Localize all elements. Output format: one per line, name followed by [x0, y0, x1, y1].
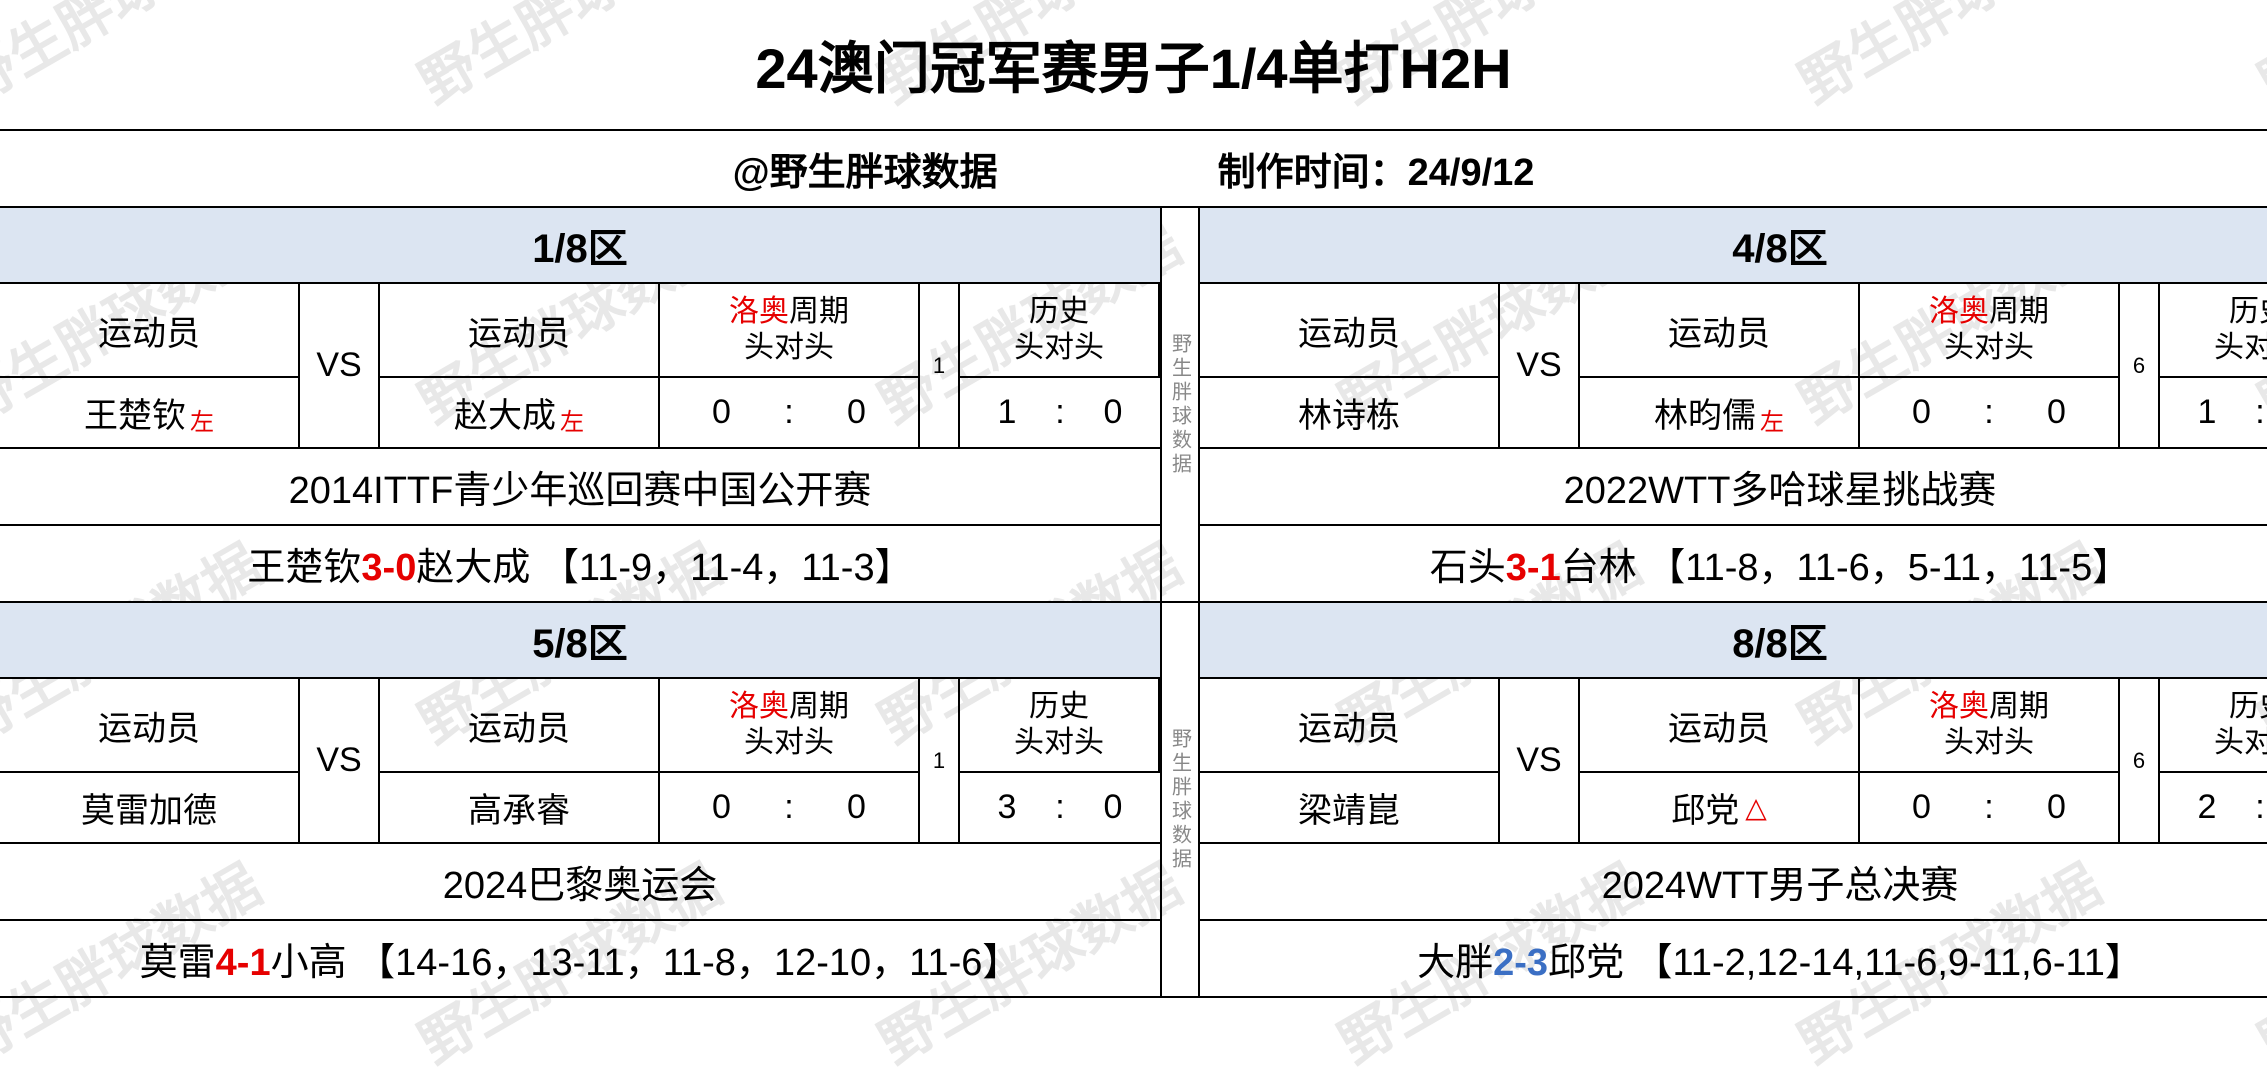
match-result: 石头3-1台林 【11-8，11-6，5-11，11-5】 [1200, 526, 2267, 601]
period-note: 6 [2120, 284, 2160, 449]
col-history-h2h-header: 历史头对头 [2160, 284, 2267, 378]
vs-label: VS [300, 284, 380, 449]
col-player1-header: 运动员 [0, 679, 300, 773]
history-h2h-score: 1:0 [2160, 378, 2267, 449]
meta-row: @野生胖球数据 制作时间：24/9/12 [0, 131, 2267, 208]
col-history-h2h-header: 历史头对头 [960, 679, 1160, 773]
match-result: 莫雷4-1小高 【14-16，13-11，11-8，12-10，11-6】 [0, 921, 1160, 996]
event-name: 2024WTT男子总决赛 [1200, 844, 2267, 921]
period-h2h-score: 0:0 [660, 378, 920, 449]
period-h2h-score: 0:0 [660, 773, 920, 844]
vs-label: VS [300, 679, 380, 844]
history-h2h-score: 3:0 [960, 773, 1160, 844]
event-name: 2022WTT多哈球星挑战赛 [1200, 449, 2267, 526]
col-player1-header: 运动员 [0, 284, 300, 378]
creation-date: 制作时间：24/9/12 [1218, 141, 1535, 196]
section: 1/8区 运动员 VS 运动员 洛奥周期头对头 1 历史头对头 王楚钦左 赵大成… [0, 208, 1160, 603]
period-h2h-score: 0:0 [1860, 378, 2120, 449]
col-history-h2h-header: 历史头对头 [960, 284, 1160, 378]
player2-name: 赵大成左 [380, 378, 660, 449]
col-player2-header: 运动员 [380, 284, 660, 378]
col-player2-header: 运动员 [1580, 679, 1860, 773]
vs-label: VS [1500, 679, 1580, 844]
center-vertical-label: 野生胖球数据 [1160, 603, 1200, 998]
period-note: 1 [920, 284, 960, 449]
zone-header: 1/8区 [0, 208, 1160, 284]
zone-header: 4/8区 [1200, 208, 2267, 284]
col-period-h2h-header: 洛奥周期头对头 [660, 679, 920, 773]
vs-label: VS [1500, 284, 1580, 449]
period-note: 1 [920, 679, 960, 844]
section: 5/8区 运动员 VS 运动员 洛奥周期头对头 1 历史头对头 莫雷加德 高承睿… [0, 603, 1160, 998]
period-h2h-score: 0:0 [1860, 773, 2120, 844]
col-period-h2h-header: 洛奥周期头对头 [660, 284, 920, 378]
col-player2-header: 运动员 [1580, 284, 1860, 378]
center-vertical-label: 野生胖球数据 [1160, 208, 1200, 603]
player1-name: 梁靖崑 [1200, 773, 1500, 844]
match-result: 王楚钦3-0赵大成 【11-9，11-4，11-3】 [0, 526, 1160, 601]
col-player2-header: 运动员 [380, 679, 660, 773]
col-player1-header: 运动员 [1200, 284, 1500, 378]
section: 4/8区 运动员 VS 运动员 洛奥周期头对头 6 历史头对头 林诗栋 林昀儒左… [1200, 208, 2267, 603]
page-title: 24澳门冠军赛男子1/4单打H2H [0, 0, 2267, 131]
player2-name: 邱党△ [1580, 773, 1860, 844]
period-note: 6 [2120, 679, 2160, 844]
zone-header: 5/8区 [0, 603, 1160, 679]
history-h2h-score: 1:0 [960, 378, 1160, 449]
match-result: 大胖2-3邱党 【11-2,12-14,11-6,9-11,6-11】 [1200, 921, 2267, 996]
section: 8/8区 运动员 VS 运动员 洛奥周期头对头 6 历史头对头 梁靖崑 邱党△ … [1200, 603, 2267, 998]
col-player1-header: 运动员 [1200, 679, 1500, 773]
col-history-h2h-header: 历史头对头 [2160, 679, 2267, 773]
history-h2h-score: 2:1 [2160, 773, 2267, 844]
author-handle: @野生胖球数据 [733, 141, 998, 196]
player2-name: 高承睿 [380, 773, 660, 844]
col-period-h2h-header: 洛奥周期头对头 [1860, 679, 2120, 773]
player1-name: 林诗栋 [1200, 378, 1500, 449]
col-period-h2h-header: 洛奥周期头对头 [1860, 284, 2120, 378]
player2-name: 林昀儒左 [1580, 378, 1860, 449]
event-name: 2014ITTF青少年巡回赛中国公开赛 [0, 449, 1160, 526]
player1-name: 莫雷加德 [0, 773, 300, 844]
zone-header: 8/8区 [1200, 603, 2267, 679]
event-name: 2024巴黎奥运会 [0, 844, 1160, 921]
player1-name: 王楚钦左 [0, 378, 300, 449]
